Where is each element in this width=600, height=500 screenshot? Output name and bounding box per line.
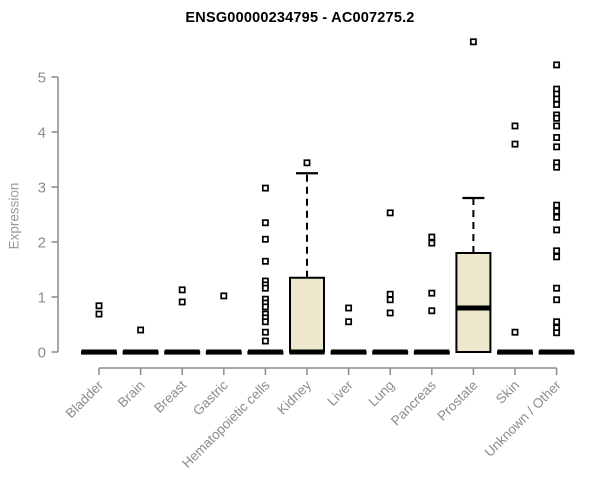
outlier-point: [553, 114, 561, 122]
box-group: [538, 61, 575, 355]
outlier-point: [553, 318, 561, 326]
box-group: [164, 286, 201, 355]
outlier-point: [511, 122, 519, 130]
box-group: [330, 304, 367, 355]
outlier-point: [553, 296, 561, 304]
x-tick-label: Kidney: [274, 377, 314, 417]
outlier-point: [261, 235, 269, 243]
outlier-point: [261, 303, 269, 311]
outlier-point: [553, 213, 561, 221]
x-tick-label: Lung: [365, 378, 397, 410]
box-group: [413, 233, 450, 355]
outlier-point: [386, 290, 394, 298]
outlier-point: [428, 233, 436, 241]
box-group: [247, 184, 284, 355]
outlier-point: [553, 226, 561, 234]
outlier-point: [95, 310, 103, 318]
outlier-point: [511, 328, 519, 336]
outlier-point: [428, 307, 436, 315]
outlier-point: [469, 38, 477, 46]
y-tick-label: 2: [38, 235, 46, 252]
x-tick-label: Unknown / Other: [481, 377, 564, 460]
outlier-point: [261, 328, 269, 336]
outlier-point: [178, 298, 186, 306]
outlier-point: [220, 292, 228, 300]
outlier-point: [553, 201, 561, 209]
outlier-point: [261, 184, 269, 192]
x-tick-label: Gastric: [190, 377, 231, 418]
outlier-point: [95, 302, 103, 310]
outlier-point: [553, 253, 561, 261]
outlier-point: [553, 143, 561, 151]
outlier-point: [553, 163, 561, 171]
y-tick-label: 5: [38, 70, 46, 87]
outlier-point: [137, 326, 145, 334]
outlier-point: [553, 207, 561, 215]
x-tick-label: Pancreas: [388, 377, 439, 428]
outlier-point: [261, 337, 269, 345]
x-tick-label: Brain: [115, 378, 148, 411]
box-group: [205, 292, 242, 355]
outlier-point: [553, 329, 561, 337]
x-tick-label: Bladder: [63, 377, 107, 421]
outlier-point: [261, 284, 269, 292]
box-rect: [455, 252, 492, 353]
outlier-point: [178, 286, 186, 294]
outlier-point: [261, 257, 269, 265]
outlier-point: [345, 318, 353, 326]
outlier-point: [553, 134, 561, 141]
outlier-point: [553, 247, 561, 255]
y-axis: 0 1 2 3 4 5: [38, 70, 59, 362]
box-group: [289, 159, 325, 355]
outlier-point: [553, 284, 561, 292]
y-tick-label: 3: [38, 180, 46, 197]
x-tick-label: Breast: [151, 377, 189, 415]
outlier-point: [386, 309, 394, 317]
outlier-point: [386, 209, 394, 217]
x-tick-label: Skin: [493, 378, 522, 407]
box-rect: [289, 276, 325, 353]
chart-title: ENSG00000234795 - AC007275.2: [185, 10, 415, 26]
y-tick-label: 0: [38, 345, 46, 362]
box-group: [455, 38, 492, 353]
outlier-point: [553, 101, 561, 108]
box-group: [372, 209, 409, 355]
box-group: [81, 302, 117, 355]
outlier-point: [386, 296, 394, 304]
outlier-point: [303, 159, 311, 167]
outlier-point: [428, 239, 436, 247]
y-tick-label: 4: [38, 125, 46, 142]
outlier-point: [553, 95, 561, 103]
box-group: [497, 122, 533, 355]
outlier-point: [553, 122, 561, 130]
y-tick-label: 1: [38, 290, 46, 307]
box-group: [122, 326, 159, 355]
y-axis-title: Expression: [6, 182, 22, 250]
outlier-point: [345, 304, 353, 312]
x-tick-label: Liver: [324, 377, 356, 409]
outlier-point: [511, 140, 519, 148]
x-tick-label: Prostate: [434, 378, 480, 424]
outlier-point: [261, 318, 269, 326]
outlier-point: [428, 289, 436, 297]
outlier-point: [261, 219, 269, 227]
outlier-point: [553, 61, 561, 69]
